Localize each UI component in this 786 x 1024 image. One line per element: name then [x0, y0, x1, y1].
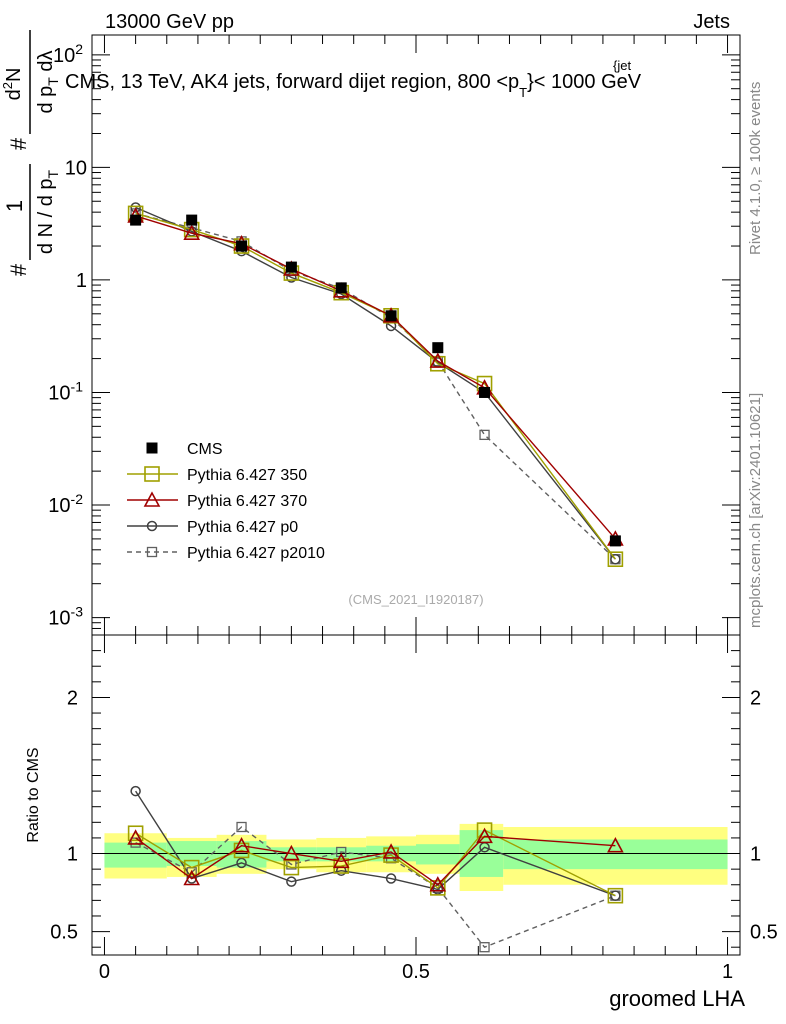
- ratio-axes: 0.5 0.5 1 1 2 2 0 0.5 1: [50, 635, 778, 983]
- ratio-point-p370: [283, 844, 300, 861]
- main-point-cms: [479, 386, 491, 398]
- main-point-cms: [130, 214, 142, 226]
- svg-text:d N / d pT: d N / d pT: [35, 169, 61, 254]
- band-inner-segment: [416, 844, 460, 865]
- band-inner-segment: [503, 839, 728, 870]
- x-tick-label: 1: [722, 961, 733, 983]
- ratio-point-p0: [610, 890, 621, 901]
- svg-text:#: #: [6, 137, 31, 150]
- main-axes: 10-3 10-2 10-1 1 10 102: [48, 35, 740, 636]
- x-tick-label: 0.5: [402, 961, 430, 983]
- ratio-line-p2010: [135, 826, 616, 949]
- svg-text:#: #: [6, 263, 31, 276]
- main-point-cms: [609, 535, 621, 547]
- ratio-point-p0: [236, 857, 247, 869]
- ratio-line-p370: [135, 835, 616, 886]
- main-ylabel: # 1 d N / d pT # d2N d pT dλ: [0, 30, 61, 276]
- ratio-point-p370: [332, 852, 350, 869]
- main-point-cms: [236, 240, 248, 252]
- header-process: 13000 GeV pp: [105, 11, 234, 33]
- ratio-point-p0: [286, 876, 297, 887]
- y-tick-label: 10: [65, 157, 87, 179]
- ratio-point-p2010: [336, 846, 347, 858]
- ratio-y-tick-label: 2: [67, 687, 78, 709]
- ratio-line-p0: [135, 790, 616, 897]
- band-inner-segment: [266, 847, 317, 862]
- legend-label-p2010: Pythia 6.427 p2010: [187, 545, 325, 562]
- legend-marker-p350: [144, 466, 160, 482]
- ratio-y-tick-label-right: 0.5: [750, 922, 778, 944]
- main-point-p350: [607, 551, 624, 568]
- ratio-point-p350: [283, 859, 300, 876]
- legend-label-p370: Pythia 6.427 370: [187, 493, 307, 510]
- legend-marker-p370: [143, 491, 161, 507]
- x-tick-label: 0: [99, 961, 110, 983]
- ratio-point-p350: [430, 880, 446, 896]
- main-point-p350: [430, 355, 446, 372]
- main-point-p350: [233, 238, 250, 254]
- main-title: CMS, 13 TeV, AK4 jets, forward dijet reg…: [65, 71, 642, 100]
- analysis-id-watermark: (CMS_2021_I1920187): [348, 592, 483, 607]
- y-tick-label: 1: [76, 270, 87, 292]
- y-tick-label: 10-3: [48, 604, 83, 630]
- main-point-p370: [429, 352, 447, 368]
- y-tick-label: 10-2: [48, 491, 83, 517]
- main-point-p370: [183, 224, 201, 241]
- ratio-point-p370: [183, 869, 201, 886]
- main-point-cms: [385, 310, 397, 322]
- main-point-cms: [186, 214, 198, 226]
- main-series-group: [127, 202, 624, 568]
- ratio-plot-frame: [91, 634, 741, 956]
- ratio-y-tick-label: 0.5: [50, 922, 78, 944]
- main-point-cms: [285, 261, 297, 273]
- ratio-point-p350: [127, 825, 144, 842]
- mcplots-url-label: mcplots.cern.ch [arXiv:2401.10621]: [747, 393, 764, 628]
- svg-text:d2N: d2N: [0, 68, 25, 101]
- y-tick-label: 102: [53, 41, 83, 67]
- ratio-ylabel: Ratio to CMS: [25, 747, 42, 842]
- main-point-cms: [335, 282, 347, 294]
- rivet-version-label: Rivet 4.1.0, ≥ 100k events: [747, 82, 764, 255]
- main-point-p0: [130, 202, 141, 213]
- main-line-p370: [135, 215, 616, 540]
- ratio-point-p370: [476, 827, 493, 844]
- ratio-point-p2010: [479, 942, 490, 953]
- svg-text:1: 1: [2, 200, 27, 212]
- ratio-y-tick-label-right: 2: [750, 687, 761, 709]
- y-tick-label: 10-1: [48, 378, 83, 404]
- main-point-p2010: [479, 429, 490, 441]
- ratio-point-p350: [383, 847, 399, 863]
- legend-label-p350: Pythia 6.427 350: [187, 467, 307, 484]
- ratio-point-p2010: [236, 821, 247, 833]
- ratio-y-tick-label: 1: [67, 844, 78, 866]
- ratio-point-p350: [183, 859, 200, 876]
- ratio-point-p370: [429, 876, 447, 892]
- ratio-point-p370: [607, 837, 624, 853]
- legend-label-p0: Pythia 6.427 p0: [187, 519, 298, 536]
- main-line-p0: [135, 206, 616, 560]
- ratio-uncertainty-bands: [104, 823, 728, 891]
- ratio-series-group: [127, 785, 624, 953]
- x-axis-label: groomed LHA: [609, 986, 745, 1011]
- main-title-superscript: {jet: [613, 58, 631, 73]
- ratio-point-p370: [127, 829, 144, 845]
- ratio-point-p0: [130, 785, 141, 797]
- legend-marker-p0: [146, 520, 158, 532]
- ratio-point-p350: [607, 887, 624, 904]
- header-category: Jets: [693, 11, 730, 33]
- ratio-y-tick-label-right: 1: [750, 844, 761, 866]
- ratio-point-p370: [233, 837, 250, 853]
- ratio-point-p0: [385, 873, 397, 884]
- legend-label-cms: CMS: [187, 441, 223, 458]
- ratio-point-p370: [382, 843, 400, 859]
- legend-marker-cms: [146, 442, 158, 454]
- legend-marker-p2010: [146, 546, 158, 558]
- ratio-line-p350: [135, 829, 616, 897]
- main-point-cms: [432, 342, 444, 354]
- legend: CMS Pythia 6.427 350 Pythia 6.427 370 Pythi…: [127, 441, 325, 562]
- main-point-p0: [610, 553, 621, 565]
